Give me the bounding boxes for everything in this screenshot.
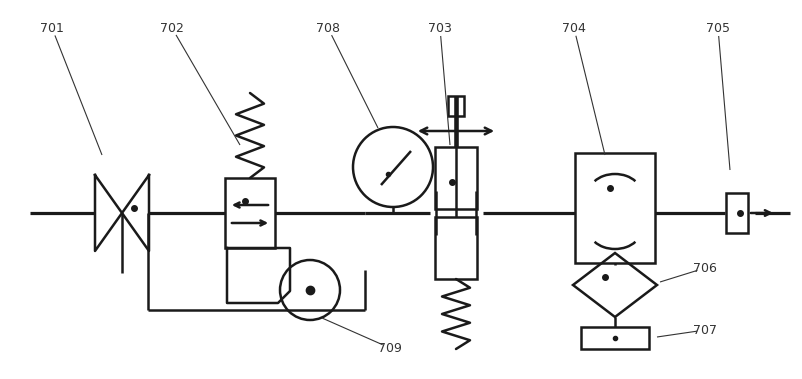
Bar bbox=[435, 147, 477, 209]
Bar bbox=[575, 153, 655, 263]
Bar bbox=[581, 327, 649, 349]
Text: 707: 707 bbox=[693, 324, 717, 337]
Bar bbox=[435, 217, 477, 279]
Text: 706: 706 bbox=[693, 262, 717, 274]
Text: 701: 701 bbox=[40, 22, 64, 34]
Bar bbox=[225, 178, 275, 248]
Bar bbox=[726, 193, 748, 233]
Text: 709: 709 bbox=[378, 341, 402, 354]
Bar bbox=[448, 96, 464, 116]
Text: 704: 704 bbox=[562, 22, 586, 34]
Text: 705: 705 bbox=[706, 22, 730, 34]
Text: 702: 702 bbox=[160, 22, 184, 34]
Text: 703: 703 bbox=[428, 22, 452, 34]
Text: 708: 708 bbox=[316, 22, 340, 34]
